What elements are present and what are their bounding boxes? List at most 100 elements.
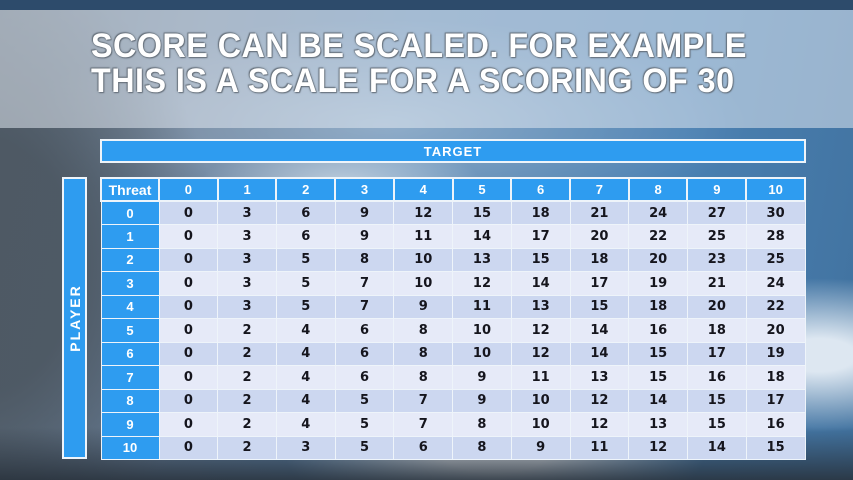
score-cell: 20 [686,294,747,319]
table-row: 5 0 2 4 6 8 10 12 14 16 18 20 [100,318,806,343]
score-cell: 14 [569,341,630,366]
score-cell: 10 [510,388,571,413]
score-cell: 22 [628,224,688,249]
column-header-5: 5 [451,177,513,202]
score-cell: 7 [334,294,395,319]
target-header-bar: TARGET [100,139,806,163]
player-header-label: PLAYER [66,284,83,352]
score-cell: 6 [334,341,395,366]
score-cell: 0 [158,365,219,390]
row-header-10: 10 [100,435,160,460]
score-cell: 0 [158,247,219,272]
score-cell: 15 [510,247,571,272]
score-cell: 3 [275,435,336,460]
score-cell: 10 [393,271,454,296]
score-cell: 9 [334,224,395,249]
score-cell: 8 [334,247,395,272]
score-cell: 19 [745,341,806,366]
score-cell: 9 [510,435,571,460]
table-row: 10 0 2 3 5 6 8 9 11 12 14 15 [100,435,806,460]
score-cell: 20 [745,318,806,343]
score-cell: 5 [334,435,395,460]
score-cell: 9 [393,294,454,319]
corner-threat-label: Threat [100,177,160,202]
table-row: 2 0 3 5 8 10 13 15 18 20 23 25 [100,247,806,272]
score-cell: 25 [686,224,747,249]
score-cell: 13 [569,365,630,390]
score-cell: 12 [452,271,512,296]
column-header-0: 0 [158,177,219,202]
row-header-9: 9 [100,412,160,437]
row-header-0: 0 [100,200,160,225]
score-cell: 17 [686,341,747,366]
score-cell: 18 [569,247,630,272]
score-cell: 14 [510,271,571,296]
score-cell: 17 [569,271,630,296]
column-header-10: 10 [745,177,806,202]
row-header-7: 7 [100,365,160,390]
score-cell: 14 [452,224,512,249]
score-cell: 2 [217,412,277,437]
score-cell: 15 [628,365,688,390]
score-cell: 0 [158,435,219,460]
score-cell: 8 [452,435,512,460]
score-cell: 7 [334,271,395,296]
score-cell: 17 [745,388,806,413]
score-cell: 6 [334,318,395,343]
table-row: 6 0 2 4 6 8 10 12 14 15 17 19 [100,341,806,366]
score-cell: 9 [452,388,512,413]
score-cell: 15 [745,435,806,460]
column-header-6: 6 [510,177,572,202]
score-cell: 12 [510,318,571,343]
score-cell: 15 [628,341,688,366]
score-cell: 17 [510,224,571,249]
score-cell: 27 [686,200,747,225]
score-cell: 5 [275,247,336,272]
column-header-1: 1 [216,177,278,202]
column-header-8: 8 [627,177,689,202]
score-cell: 15 [686,388,747,413]
score-cell: 10 [393,247,454,272]
score-cell: 21 [569,200,630,225]
table-row: 9 0 2 4 5 7 8 10 12 13 15 16 [100,412,806,437]
row-header-2: 2 [100,247,160,272]
score-cell: 11 [393,224,454,249]
title-band [0,10,853,128]
score-cell: 0 [158,388,219,413]
score-cell: 0 [158,341,219,366]
slide-title-line2: THIS IS A SCALE FOR A SCORING OF 30 [91,62,735,100]
score-cell: 0 [158,271,219,296]
score-cell: 15 [452,200,512,225]
row-header-8: 8 [100,388,160,413]
score-cell: 12 [569,412,630,437]
score-cell: 16 [686,365,747,390]
score-cell: 24 [628,200,688,225]
row-header-3: 3 [100,271,160,296]
score-cell: 2 [217,365,277,390]
score-cell: 3 [217,247,277,272]
player-header-bar: PLAYER [62,177,87,459]
score-cell: 3 [217,271,277,296]
score-cell: 5 [275,294,336,319]
score-cell: 4 [275,388,336,413]
score-cell: 4 [275,341,336,366]
score-cell: 7 [393,412,454,437]
score-cell: 8 [393,341,454,366]
score-cell: 13 [628,412,688,437]
score-cell: 15 [686,412,747,437]
score-cell: 22 [745,294,806,319]
score-cell: 6 [275,200,336,225]
column-header-2: 2 [275,177,337,202]
score-cell: 0 [158,294,219,319]
score-cell: 4 [275,412,336,437]
score-cell: 5 [334,412,395,437]
score-cell: 8 [452,412,512,437]
slide-title: SCORE CAN BE SCALED. FOR EXAMPLE THIS IS… [91,29,747,99]
header-row: Threat 0 1 2 3 4 5 6 7 8 9 10 [100,177,806,202]
score-cell: 21 [686,271,747,296]
top-accent-bar [0,0,853,10]
table-row: 3 0 3 5 7 10 12 14 17 19 21 24 [100,271,806,296]
score-cell: 11 [452,294,512,319]
score-cell: 2 [217,341,277,366]
